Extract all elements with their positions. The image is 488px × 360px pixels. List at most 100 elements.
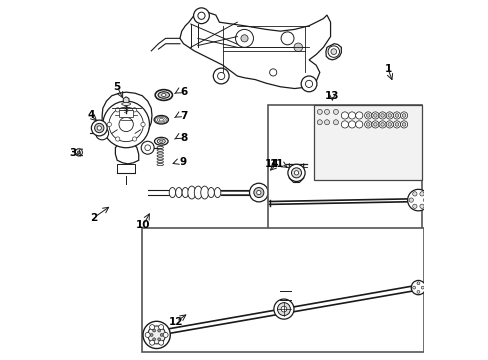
Ellipse shape	[157, 161, 163, 163]
Polygon shape	[102, 92, 152, 164]
Circle shape	[394, 123, 398, 126]
Text: 1: 1	[384, 64, 391, 74]
Ellipse shape	[154, 116, 168, 124]
Text: 10: 10	[136, 220, 150, 230]
Circle shape	[400, 112, 407, 119]
Circle shape	[386, 112, 392, 119]
Ellipse shape	[162, 94, 165, 96]
Circle shape	[141, 141, 154, 154]
Ellipse shape	[155, 116, 167, 123]
Circle shape	[142, 321, 170, 348]
Text: 4: 4	[87, 111, 95, 121]
Circle shape	[402, 123, 405, 126]
Ellipse shape	[155, 90, 172, 100]
Circle shape	[341, 112, 348, 119]
Circle shape	[348, 112, 355, 119]
Circle shape	[217, 72, 224, 80]
Ellipse shape	[154, 137, 168, 145]
Circle shape	[198, 12, 204, 19]
Circle shape	[109, 107, 143, 141]
Circle shape	[132, 137, 137, 141]
Circle shape	[158, 338, 160, 341]
Ellipse shape	[157, 117, 165, 122]
Circle shape	[141, 122, 145, 127]
Circle shape	[115, 137, 120, 141]
Ellipse shape	[157, 149, 163, 151]
Circle shape	[277, 303, 290, 316]
Circle shape	[235, 30, 253, 47]
Circle shape	[152, 329, 155, 332]
Circle shape	[291, 168, 301, 178]
Text: 12: 12	[169, 317, 183, 327]
Circle shape	[407, 189, 428, 211]
Circle shape	[317, 109, 322, 114]
Bar	[267, 105, 421, 262]
Circle shape	[193, 8, 209, 24]
Circle shape	[333, 109, 338, 114]
Circle shape	[75, 149, 82, 156]
Circle shape	[160, 333, 163, 336]
Ellipse shape	[157, 155, 163, 157]
Circle shape	[348, 121, 355, 128]
Circle shape	[387, 114, 391, 117]
Polygon shape	[325, 44, 341, 60]
Circle shape	[412, 192, 416, 196]
Polygon shape	[180, 12, 330, 89]
Circle shape	[392, 112, 400, 119]
Circle shape	[392, 121, 400, 128]
Ellipse shape	[169, 188, 175, 198]
Ellipse shape	[157, 139, 165, 144]
Circle shape	[327, 46, 339, 57]
Circle shape	[324, 120, 329, 125]
Circle shape	[373, 123, 376, 126]
Circle shape	[355, 112, 362, 119]
Ellipse shape	[214, 188, 221, 198]
Ellipse shape	[157, 158, 163, 160]
Circle shape	[147, 326, 165, 344]
Circle shape	[419, 204, 423, 208]
Circle shape	[380, 123, 384, 126]
Bar	[314, 105, 421, 180]
Circle shape	[281, 306, 286, 312]
Circle shape	[364, 121, 371, 128]
Ellipse shape	[157, 163, 163, 166]
Circle shape	[287, 164, 305, 181]
Circle shape	[96, 127, 108, 140]
Ellipse shape	[182, 188, 188, 198]
Circle shape	[355, 121, 362, 128]
Circle shape	[364, 112, 371, 119]
Circle shape	[158, 325, 163, 330]
Circle shape	[378, 112, 386, 119]
Circle shape	[412, 204, 416, 208]
Polygon shape	[123, 97, 129, 104]
Ellipse shape	[207, 188, 214, 198]
Circle shape	[371, 112, 378, 119]
Circle shape	[410, 280, 425, 295]
Text: 9: 9	[180, 157, 187, 167]
Polygon shape	[119, 110, 133, 117]
Text: 2: 2	[90, 213, 97, 222]
Circle shape	[273, 299, 293, 319]
Circle shape	[400, 121, 407, 128]
Circle shape	[373, 114, 376, 117]
Circle shape	[333, 120, 338, 125]
Text: 3: 3	[69, 148, 77, 158]
Text: 13: 13	[325, 91, 339, 101]
Circle shape	[158, 340, 163, 345]
Ellipse shape	[159, 118, 163, 121]
Circle shape	[386, 121, 392, 128]
Circle shape	[281, 32, 293, 45]
Circle shape	[145, 332, 150, 337]
Circle shape	[416, 291, 419, 293]
Circle shape	[294, 171, 298, 175]
Circle shape	[253, 188, 264, 198]
Circle shape	[119, 117, 133, 132]
Circle shape	[163, 332, 168, 337]
Ellipse shape	[187, 186, 195, 199]
Circle shape	[91, 120, 107, 136]
Ellipse shape	[157, 152, 163, 154]
Circle shape	[416, 282, 419, 285]
Circle shape	[152, 338, 155, 341]
Circle shape	[144, 145, 150, 150]
Text: 8: 8	[180, 133, 187, 143]
